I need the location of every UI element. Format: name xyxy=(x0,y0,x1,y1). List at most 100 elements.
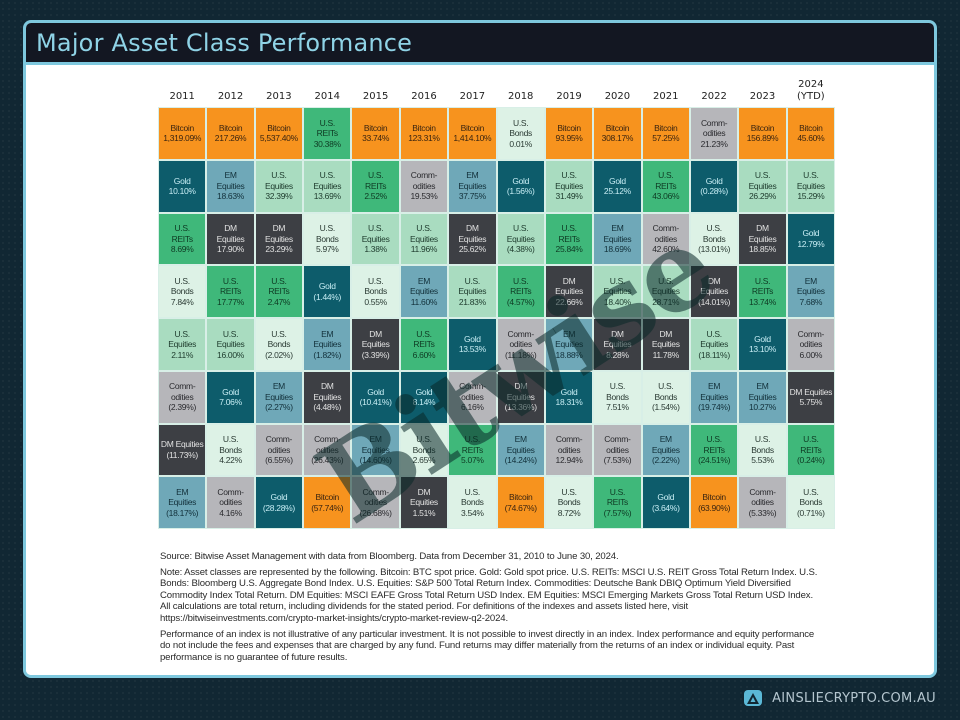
asset-label: U.S. Equities xyxy=(700,328,729,350)
asset-label: DM Equities xyxy=(458,223,487,244)
return-value: 18.69% xyxy=(603,244,631,255)
performance-cell: U.S. Equities 11.96% xyxy=(400,213,448,265)
asset-label: U.S. Bonds xyxy=(702,223,726,244)
return-value: 6.60% xyxy=(412,349,436,360)
performance-cell: U.S. Equities 1.38% xyxy=(352,213,399,265)
return-value: 1.38% xyxy=(364,244,387,255)
asset-label: U.S. Equities xyxy=(168,328,197,350)
asset-label: DM Equities xyxy=(410,486,438,508)
return-value: 17.90% xyxy=(217,244,245,255)
return-value: 15.29% xyxy=(797,191,825,202)
asset-label: EM Equities xyxy=(458,170,487,191)
return-value: 43.06% xyxy=(652,191,680,202)
ainslie-logo-icon xyxy=(744,690,763,706)
asset-label: U.S. REITs xyxy=(413,328,435,350)
performance-cell: Gold 10.10% xyxy=(159,160,206,212)
asset-label: EM Equities xyxy=(651,434,680,455)
return-value: (2.22%) xyxy=(651,455,680,466)
performance-cell: DM Equities 25.62% xyxy=(449,213,496,265)
performance-cell: U.S. REITs (0.24%) xyxy=(787,424,835,476)
return-value: 8.28% xyxy=(606,349,629,360)
performance-cell: Comm- odities (26.68%) xyxy=(352,477,399,528)
return-value: 93.95% xyxy=(555,133,583,144)
return-value: (18.17%) xyxy=(166,507,199,518)
performance-cell: DM Equities 23.29% xyxy=(255,213,303,265)
return-value: (4.38%) xyxy=(506,244,535,255)
performance-cell: U.S. REITs 5.07% xyxy=(449,424,496,476)
performance-cell: Comm- odities 21.23% xyxy=(690,108,738,159)
performance-cell: U.S. Bonds 0.01% xyxy=(497,108,544,159)
brand-url[interactable]: AINSLIECRYPTO.COM.AU xyxy=(772,690,936,706)
asset-label: U.S. Bonds xyxy=(412,434,436,455)
performance-cell: U.S. REITs 6.60% xyxy=(400,319,448,370)
asset-label: Gold xyxy=(657,492,675,503)
return-value: 17.77% xyxy=(217,296,245,307)
performance-cell: EM Equities (14.24%) xyxy=(497,424,544,476)
performance-cell: Gold (1.44%) xyxy=(304,266,351,317)
return-value: 123.31% xyxy=(408,133,440,144)
performance-cell: EM Equities 7.68% xyxy=(787,266,835,317)
return-value: 11.96% xyxy=(410,244,438,255)
performance-cell: EM Equities 10.27% xyxy=(739,371,786,423)
performance-quilt: 2011 2012 2013 2014 2015 2016 2017 2018 2019 2020… xyxy=(158,75,835,529)
performance-cell: Comm- odities (2.39%) xyxy=(159,371,206,423)
asset-label: U.S. REITs xyxy=(461,434,483,455)
return-value: 7.68% xyxy=(799,296,823,307)
asset-label: U.S. REITs xyxy=(751,275,774,297)
performance-cell: Comm- odities (5.33%) xyxy=(739,477,786,528)
asset-label: U.S. Equities xyxy=(603,275,632,297)
asset-label: U.S. Equities xyxy=(264,170,293,191)
asset-label: EM Equities xyxy=(361,434,390,455)
asset-label: U.S. Equities xyxy=(361,223,390,244)
performance-cell: Gold 13.53% xyxy=(449,319,496,370)
asset-label: Bitcoin xyxy=(750,122,775,133)
performance-cell: EM Equities (2.22%) xyxy=(642,424,689,476)
asset-label: U.S. Equities xyxy=(313,170,342,191)
asset-label: Comm- odities xyxy=(217,486,244,508)
year-header: 2020 xyxy=(604,91,631,102)
performance-cell: Gold (10.41%) xyxy=(352,371,399,423)
return-value: 28.71% xyxy=(652,296,680,307)
return-value: (28.28%) xyxy=(262,502,295,513)
year-header: 2015 xyxy=(362,91,389,102)
asset-label: Comm- odities xyxy=(749,486,776,508)
asset-label: Gold xyxy=(415,386,433,397)
asset-label: Comm- odities xyxy=(700,117,728,139)
asset-label: Comm- odities xyxy=(555,434,583,455)
asset-label: Bitcoin xyxy=(799,122,823,133)
performance-cell: DM Equities 17.90% xyxy=(207,213,254,265)
asset-label: EM Equities xyxy=(168,486,197,508)
asset-label: U.S. Bonds xyxy=(509,117,532,139)
asset-label: Gold xyxy=(270,492,288,503)
asset-label: EM Equities xyxy=(555,328,583,350)
performance-cell: Comm- odities (26.43%) xyxy=(304,424,351,476)
year-header: 2014 xyxy=(314,91,340,102)
asset-label: Comm- odities xyxy=(797,328,825,350)
asset-label: DM Equities xyxy=(216,223,245,244)
performance-cell: EM Equities 11.60% xyxy=(400,266,448,317)
footnotes: Source: Bitwise Asset Management with da… xyxy=(160,551,820,667)
return-value: 13.53% xyxy=(458,344,486,355)
performance-cell: U.S. Bonds 3.54% xyxy=(449,477,496,528)
footer-brand[interactable]: AINSLIECRYPTO.COM.AU xyxy=(744,690,936,706)
return-value: (14.24%) xyxy=(504,455,537,466)
performance-cell: Comm- odities 19.53% xyxy=(400,160,448,212)
asset-label: DM Equities xyxy=(651,328,680,350)
title-bar: Major Asset Class Performance xyxy=(26,23,934,65)
asset-label: Comm- odities xyxy=(362,486,389,508)
asset-label: Bitcoin xyxy=(508,492,533,503)
return-value: 21.83% xyxy=(458,296,486,307)
performance-cell: U.S. Equities (4.38%) xyxy=(497,213,544,265)
performance-cell: EM Equities 18.88% xyxy=(545,319,593,370)
asset-label: U.S. REITs xyxy=(703,434,725,455)
performance-cell: DM Equities 5.75% xyxy=(787,371,835,423)
performance-cell: Gold (28.28%) xyxy=(255,477,303,528)
asset-label: Bitcoin xyxy=(363,122,388,133)
performance-cell: U.S. Bonds (2.02%) xyxy=(255,319,303,370)
return-value: 30.38% xyxy=(313,138,341,149)
asset-label: U.S. Equities xyxy=(651,275,680,297)
performance-cell: U.S. Bonds 7.84% xyxy=(159,266,206,317)
performance-cell: DM Equities 22.66% xyxy=(545,266,593,317)
return-value: 8.69% xyxy=(170,244,194,255)
asset-label: U.S. Equities xyxy=(458,275,487,297)
